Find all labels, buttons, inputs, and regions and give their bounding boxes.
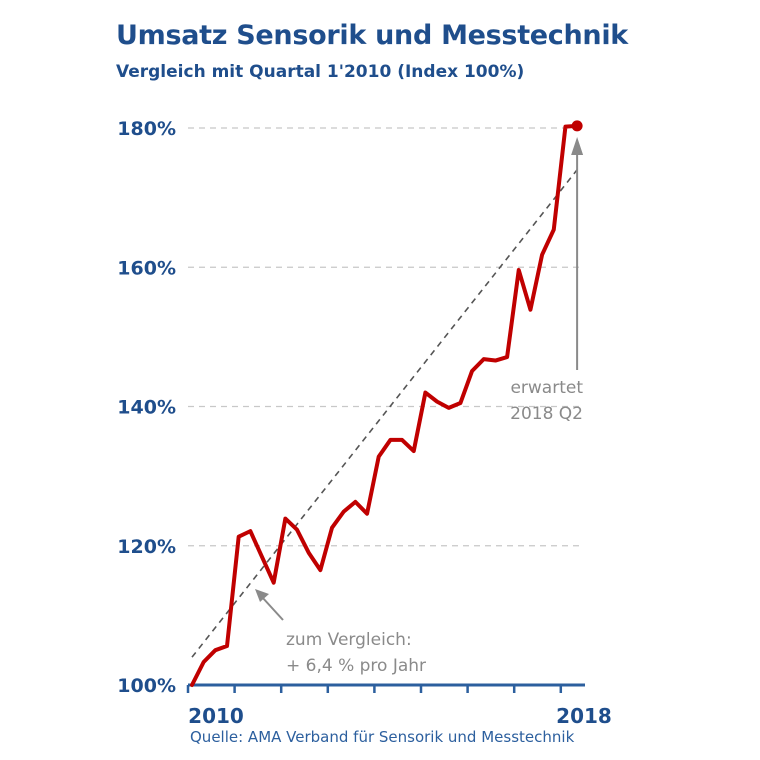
y-tick-label: 140% <box>117 397 176 419</box>
series-group <box>190 120 583 687</box>
x-tick-label: 2018 <box>556 704 612 728</box>
source-note: Quelle: AMA Verband für Sensorik und Mes… <box>190 728 575 746</box>
annotation-text: erwartet <box>510 378 583 398</box>
annotation-text: + 6,4 % pro Jahr <box>286 656 426 676</box>
annotation-arrowhead <box>255 589 269 602</box>
annotation-text: zum Vergleich: <box>286 630 412 650</box>
annotation-text: 2018 Q2 <box>510 404 583 424</box>
y-axis-labels: 100% 120% 140% 160% 180% <box>117 118 176 697</box>
y-tick-label: 100% <box>117 675 176 697</box>
series-line <box>190 123 580 687</box>
x-axis: 2010 2018 <box>186 683 612 728</box>
gridlines <box>188 127 582 547</box>
trend-line <box>191 169 578 658</box>
annotations: zum Vergleich: + 6,4 % pro Jahr erwartet 20… <box>255 137 583 676</box>
chart-title: Umsatz Sensorik und Messtechnik <box>116 20 628 51</box>
y-tick-label: 120% <box>117 536 176 558</box>
y-tick-label: 160% <box>117 257 176 279</box>
trend-line-group <box>191 169 578 658</box>
x-tick-label: 2010 <box>188 704 244 728</box>
data-point-last <box>571 120 583 132</box>
chart-subtitle: Vergleich mit Quartal 1'2010 (Index 100%… <box>116 62 525 82</box>
y-tick-label: 180% <box>117 118 176 140</box>
expected-arrowhead <box>571 137 584 155</box>
annotation-arrow-shaft <box>261 596 284 621</box>
